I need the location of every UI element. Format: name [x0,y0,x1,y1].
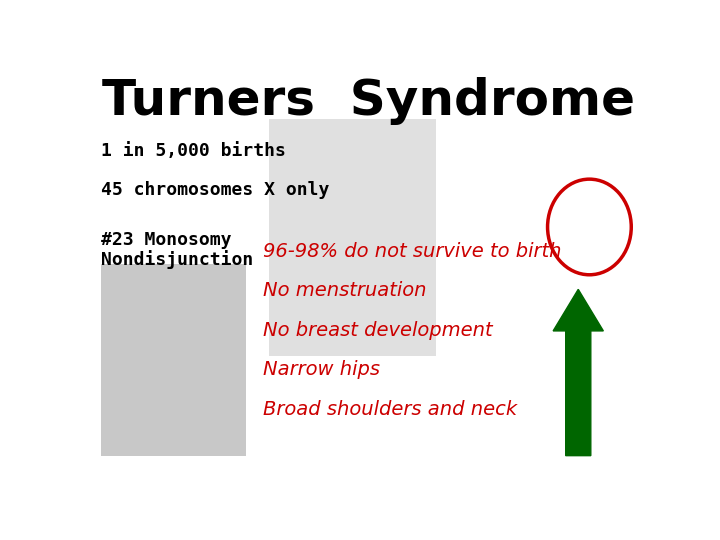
Text: Turners  Syndrome: Turners Syndrome [102,77,636,125]
Text: 45 chromosomes X only: 45 chromosomes X only [101,181,330,199]
Text: Nondisjunction: Nondisjunction [101,250,253,269]
Text: No breast development: No breast development [263,321,492,340]
Text: Broad shoulders and neck: Broad shoulders and neck [263,400,517,419]
Text: 1 in 5,000 births: 1 in 5,000 births [101,141,286,160]
Text: 96-98% do not survive to birth: 96-98% do not survive to birth [263,241,562,260]
Text: #23 Monosomy: #23 Monosomy [101,231,232,249]
Text: No menstruation: No menstruation [263,281,426,300]
FancyBboxPatch shape [101,265,246,456]
Text: Narrow hips: Narrow hips [263,360,380,379]
FancyBboxPatch shape [269,119,436,356]
FancyArrow shape [553,289,603,456]
